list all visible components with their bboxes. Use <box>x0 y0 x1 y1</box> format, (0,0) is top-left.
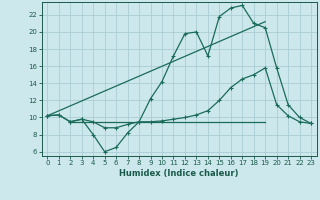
X-axis label: Humidex (Indice chaleur): Humidex (Indice chaleur) <box>119 169 239 178</box>
